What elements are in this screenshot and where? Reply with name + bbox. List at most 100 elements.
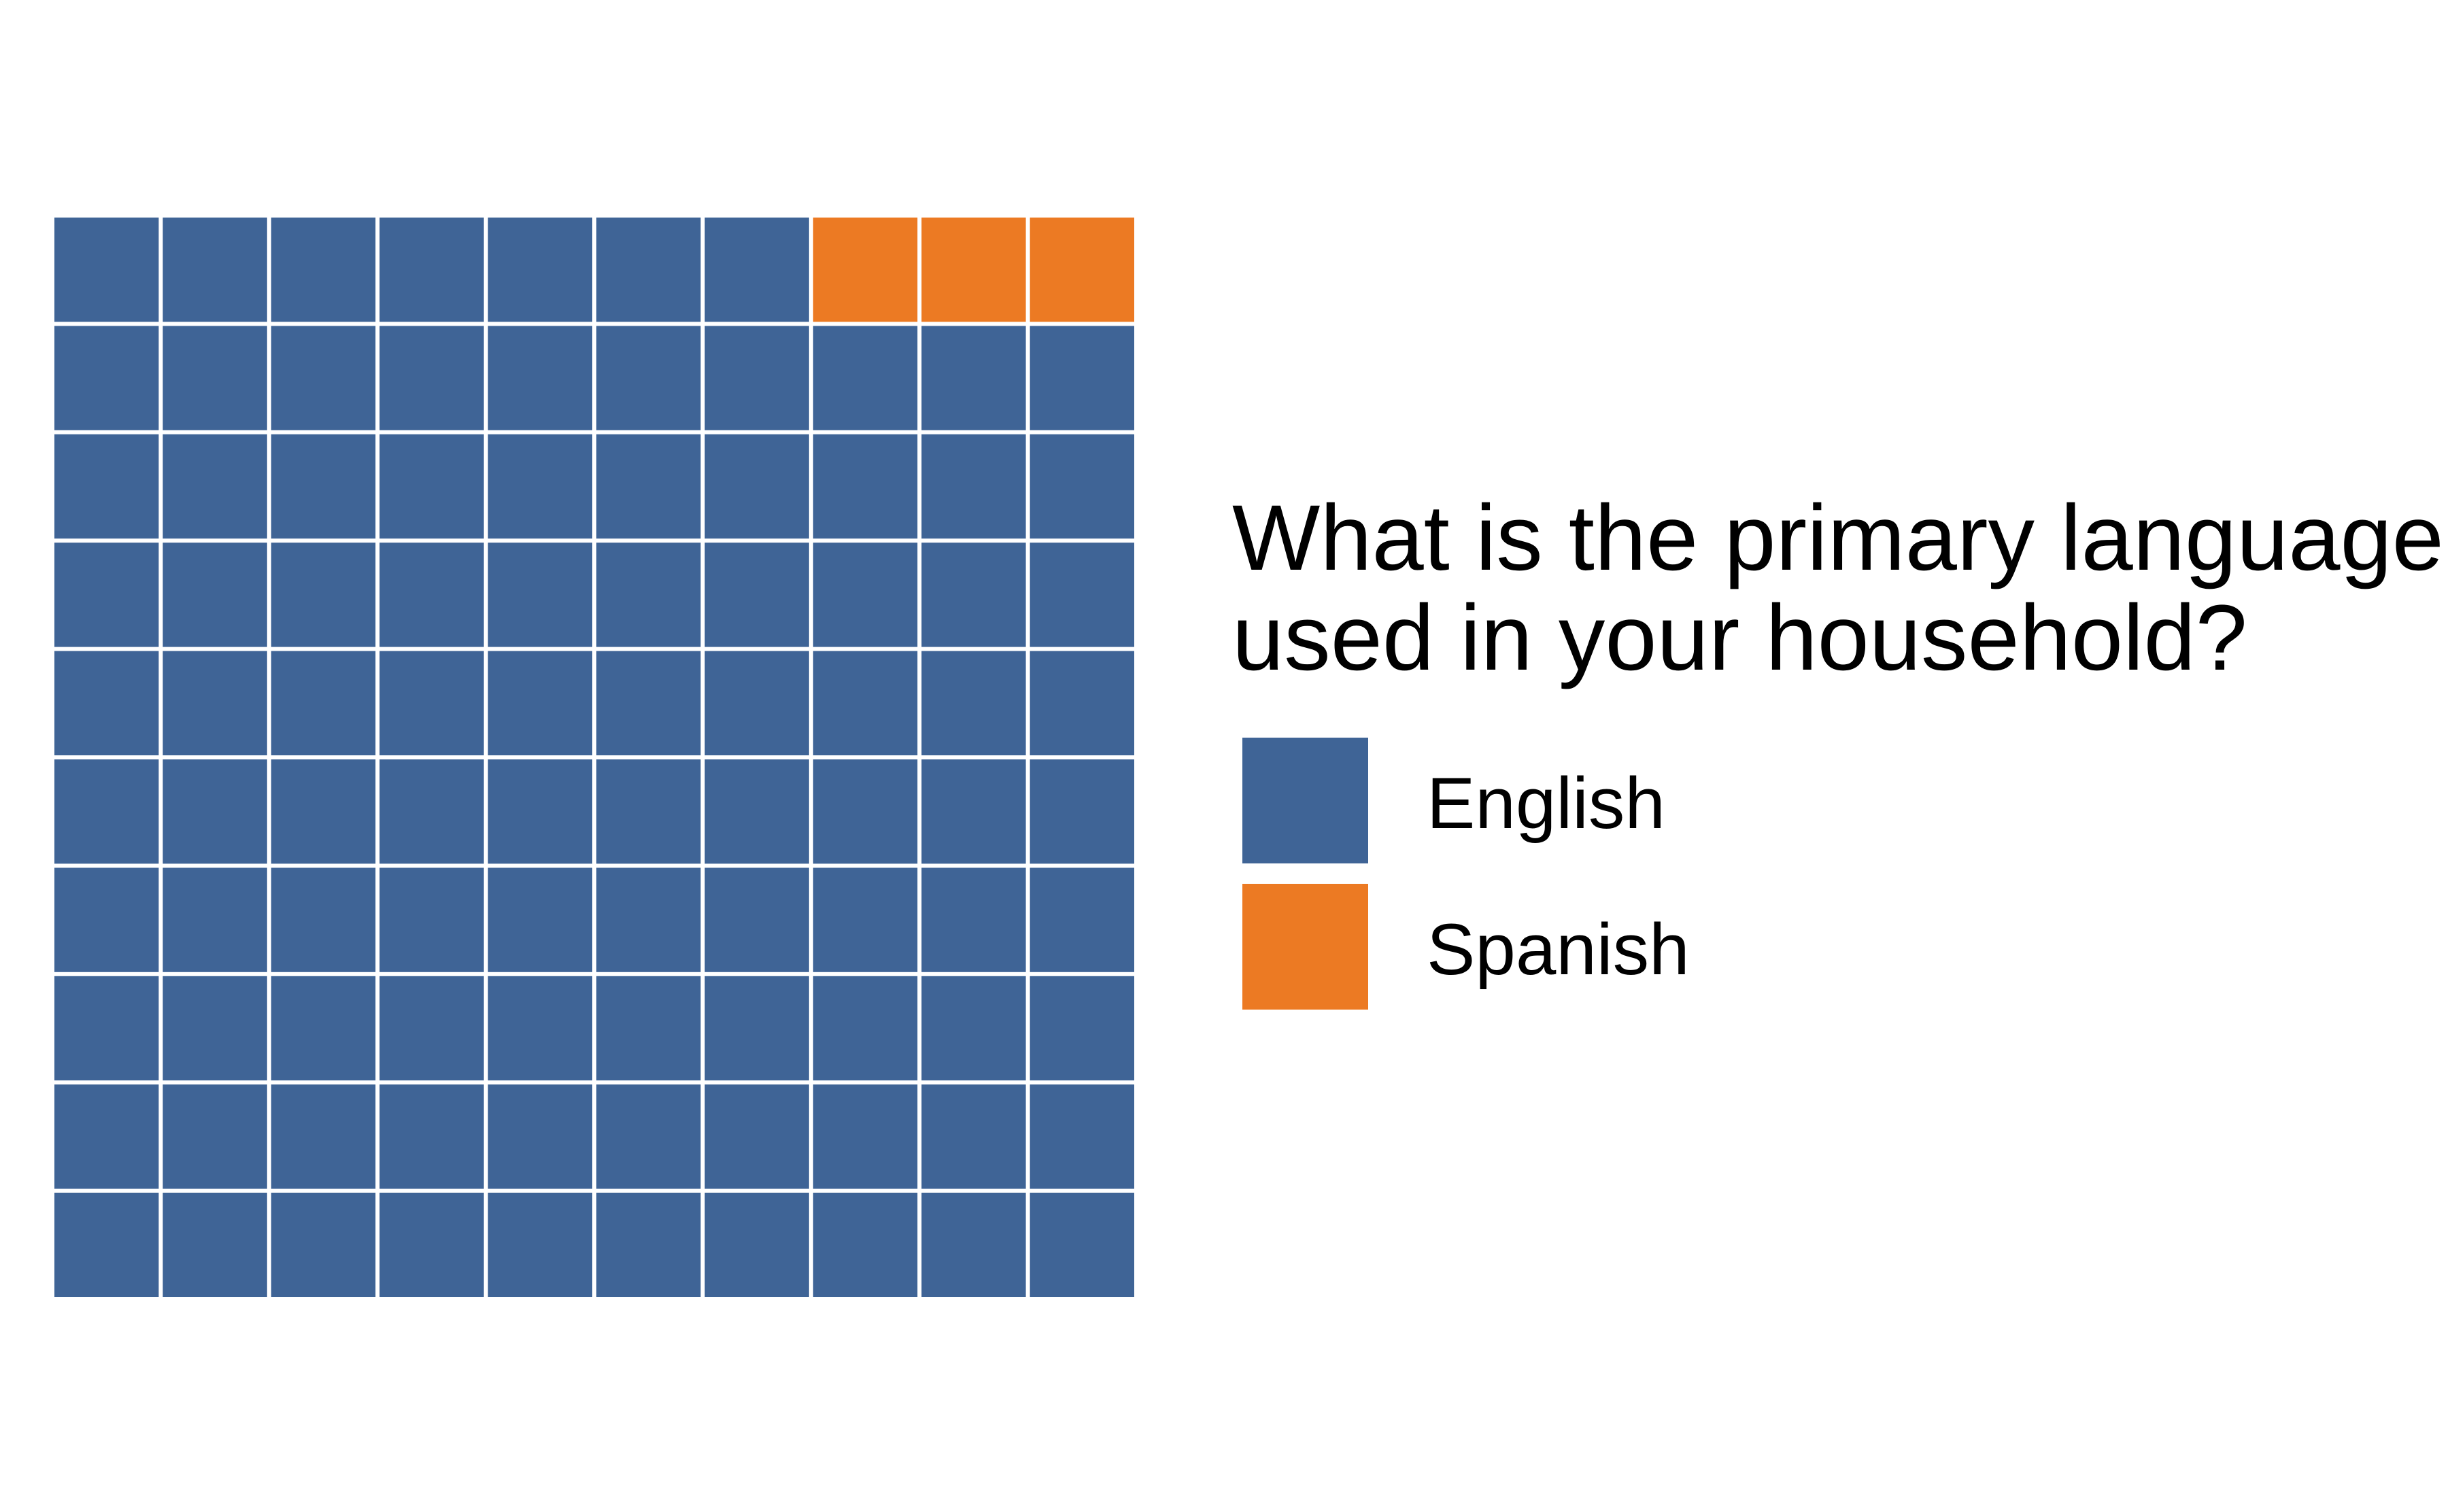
waffle-grid xyxy=(54,218,1134,1297)
waffle-tile-english xyxy=(596,218,701,322)
waffle-tile-english xyxy=(271,1084,376,1189)
waffle-tile-english xyxy=(163,434,267,539)
waffle-tile-english xyxy=(596,326,701,430)
waffle-tile-english xyxy=(704,1084,809,1189)
waffle-tile-english xyxy=(379,543,484,647)
waffle-tile-english xyxy=(488,1192,592,1297)
waffle-tile-english xyxy=(271,759,376,864)
waffle-tile-english xyxy=(596,976,701,1081)
waffle-tile-english xyxy=(921,326,1026,430)
waffle-tile-english xyxy=(596,651,701,755)
waffle-tile-english xyxy=(163,218,267,322)
waffle-tile-english xyxy=(1030,1192,1134,1297)
waffle-tile-spanish xyxy=(921,218,1026,322)
waffle-tile-english xyxy=(813,434,918,539)
waffle-tile-english xyxy=(163,651,267,755)
waffle-tile-english xyxy=(379,867,484,972)
waffle-tile-english xyxy=(813,651,918,755)
waffle-tile-english xyxy=(54,218,159,322)
waffle-tile-english xyxy=(596,1084,701,1189)
waffle-tile-english xyxy=(163,976,267,1081)
waffle-tile-english xyxy=(379,326,484,430)
waffle-tile-english xyxy=(921,1192,1026,1297)
waffle-tile-english xyxy=(921,651,1026,755)
waffle-tile-english xyxy=(54,759,159,864)
legend-key-english xyxy=(1242,738,1368,863)
waffle-tile-english xyxy=(596,543,701,647)
waffle-tile-english xyxy=(163,867,267,972)
waffle-tile-english xyxy=(488,976,592,1081)
waffle-tile-english xyxy=(1030,434,1134,539)
waffle-tile-english xyxy=(379,759,484,864)
waffle-tile-english xyxy=(54,326,159,430)
waffle-tile-english xyxy=(271,1192,376,1297)
waffle-tile-english xyxy=(596,434,701,539)
waffle-tile-english xyxy=(488,651,592,755)
waffle-tile-english xyxy=(488,1084,592,1189)
waffle-tile-english xyxy=(54,976,159,1081)
waffle-tile-english xyxy=(488,543,592,647)
waffle-tile-english xyxy=(1030,867,1134,972)
waffle-tile-english xyxy=(379,1084,484,1189)
waffle-tile-english xyxy=(379,434,484,539)
waffle-tile-english xyxy=(379,1192,484,1297)
waffle-tile-english xyxy=(488,326,592,430)
waffle-tile-english xyxy=(1030,651,1134,755)
waffle-tile-english xyxy=(1030,543,1134,647)
waffle-tile-english xyxy=(163,543,267,647)
waffle-tile-english xyxy=(54,1192,159,1297)
waffle-tile-english xyxy=(1030,759,1134,864)
legend-label-spanish: Spanish xyxy=(1427,908,1690,990)
waffle-tile-english xyxy=(488,867,592,972)
waffle-tile-english xyxy=(704,326,809,430)
legend-title-line-2: used in your household? xyxy=(1232,586,2247,690)
waffle-tile-english xyxy=(704,218,809,322)
waffle-tile-english xyxy=(813,1192,918,1297)
waffle-tile-english xyxy=(271,434,376,539)
waffle-tile-english xyxy=(379,651,484,755)
waffle-tile-english xyxy=(596,759,701,864)
waffle-tile-english xyxy=(596,867,701,972)
waffle-tile-english xyxy=(54,434,159,539)
waffle-tile-english xyxy=(813,326,918,430)
waffle-tile-english xyxy=(813,1084,918,1189)
waffle-tile-english xyxy=(488,759,592,864)
waffle-tile-english xyxy=(704,543,809,647)
waffle-tile-english xyxy=(1030,1084,1134,1189)
waffle-tile-english xyxy=(271,218,376,322)
waffle-tile-english xyxy=(271,651,376,755)
waffle-tile-english xyxy=(921,543,1026,647)
waffle-tile-english xyxy=(704,434,809,539)
legend-key-spanish xyxy=(1242,884,1368,1010)
waffle-tile-english xyxy=(813,543,918,647)
waffle-tile-english xyxy=(704,759,809,864)
waffle-tile-spanish xyxy=(1030,218,1134,322)
waffle-tile-english xyxy=(704,651,809,755)
waffle-tile-english xyxy=(488,434,592,539)
legend-label-english: English xyxy=(1427,762,1665,844)
waffle-tile-english xyxy=(163,1084,267,1189)
waffle-tile-english xyxy=(813,976,918,1081)
waffle-tile-english xyxy=(271,543,376,647)
waffle-tile-english xyxy=(1030,976,1134,1081)
waffle-tile-english xyxy=(921,434,1026,539)
legend: What is the primary language used in you… xyxy=(1232,486,2444,1010)
waffle-tile-english xyxy=(379,976,484,1081)
waffle-tile-english xyxy=(921,867,1026,972)
waffle-tile-english xyxy=(54,543,159,647)
legend-title-line-1: What is the primary language xyxy=(1232,486,2444,590)
waffle-tile-english xyxy=(379,218,484,322)
waffle-tile-english xyxy=(54,867,159,972)
waffle-tile-english xyxy=(163,326,267,430)
waffle-tile-english xyxy=(54,1084,159,1189)
waffle-tile-spanish xyxy=(813,218,918,322)
waffle-tile-english xyxy=(921,1084,1026,1189)
waffle-tile-english xyxy=(596,1192,701,1297)
waffle-tile-english xyxy=(54,651,159,755)
waffle-tile-english xyxy=(704,867,809,972)
waffle-tile-english xyxy=(921,759,1026,864)
waffle-tile-english xyxy=(488,218,592,322)
waffle-tile-english xyxy=(813,867,918,972)
waffle-tile-english xyxy=(271,867,376,972)
